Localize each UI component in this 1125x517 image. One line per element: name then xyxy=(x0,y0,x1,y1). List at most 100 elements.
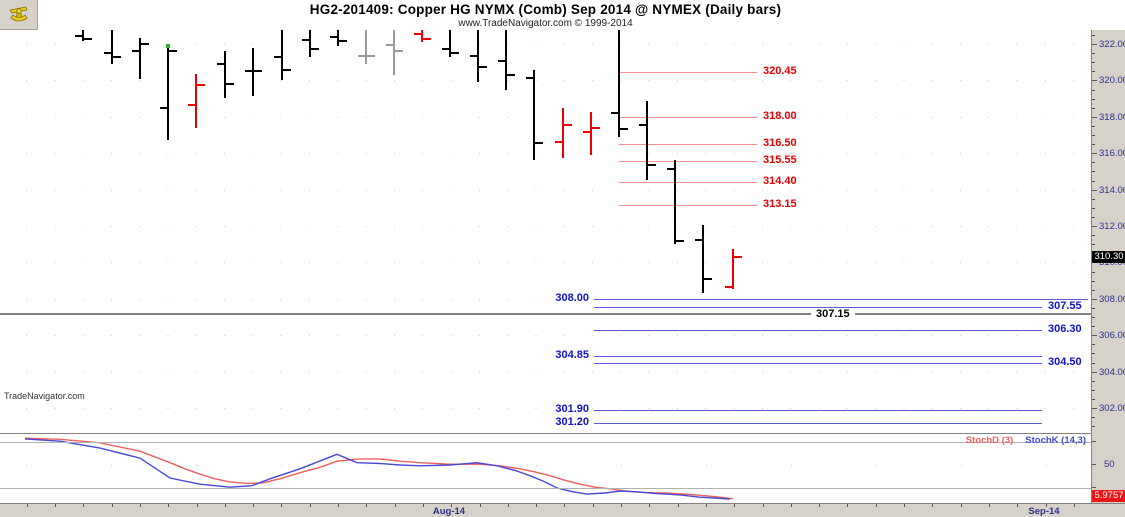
grid-dots-row xyxy=(26,116,1082,118)
grid-dots-row xyxy=(26,335,1082,337)
level-label-red: 314.40 xyxy=(763,175,797,188)
price-axis-tick xyxy=(1092,116,1097,118)
bar-close-tick xyxy=(283,69,291,72)
price-axis-tick xyxy=(1092,216,1095,218)
price-axis-tick xyxy=(1092,189,1097,191)
grid-dots-row xyxy=(26,189,1082,191)
stochk-legend-label: StochK (14,3) xyxy=(1025,435,1086,446)
level-line-red xyxy=(619,72,757,74)
price-axis-tick xyxy=(1092,144,1095,146)
time-axis-tick xyxy=(26,504,28,507)
time-axis-tick xyxy=(422,504,424,507)
price-bar xyxy=(702,225,704,294)
bar-open-tick xyxy=(555,141,563,144)
price-bar xyxy=(646,101,648,180)
bar-close-tick xyxy=(620,127,628,130)
price-axis-tick xyxy=(1092,335,1097,337)
bar-open-tick xyxy=(104,52,112,55)
bar-close-tick xyxy=(704,277,712,280)
time-axis-tick xyxy=(83,504,85,507)
time-axis-tick xyxy=(819,504,821,507)
price-axis-tick xyxy=(1092,207,1095,209)
bar-open-tick xyxy=(386,43,394,46)
time-axis-tick xyxy=(621,504,622,507)
grid-dots-row xyxy=(26,465,1082,466)
price-bar xyxy=(365,30,367,65)
bar-open-tick xyxy=(470,54,478,57)
price-axis-tick xyxy=(1092,380,1095,382)
bar-close-tick xyxy=(535,142,543,145)
price-axis-label: 318.00 xyxy=(1099,111,1125,123)
bar-open-tick xyxy=(245,70,253,73)
time-axis-tick xyxy=(734,504,736,507)
level-label-blue: 306.30 xyxy=(1048,322,1082,335)
bar-close-tick xyxy=(676,240,684,243)
signal-dot-green xyxy=(166,44,170,48)
price-axis-tick xyxy=(1092,298,1097,300)
month-label: Sep-14 xyxy=(1028,506,1060,517)
level-line-blue xyxy=(594,298,1088,300)
price-axis-tick xyxy=(1092,271,1095,273)
time-axis-tick xyxy=(564,504,566,507)
pivot-line xyxy=(0,313,1091,316)
time-axis-tick xyxy=(55,504,56,507)
time-axis-tick xyxy=(1045,504,1047,507)
time-axis-tick xyxy=(1017,504,1019,507)
level-label-blue: 301.20 xyxy=(555,415,589,428)
price-axis-tick xyxy=(1092,71,1095,73)
bar-close-tick xyxy=(507,73,515,76)
bar-open-tick xyxy=(217,63,225,66)
stoch-value-badge: 5.9757 xyxy=(1092,490,1125,502)
level-label-blue: 301.90 xyxy=(555,402,589,415)
bar-close-tick xyxy=(226,83,234,86)
price-chart-area[interactable]: 307.15 320.45 318.00 316.50 315.55 314.40 313.… xyxy=(0,30,1091,433)
grid-dots-row xyxy=(26,298,1082,300)
bar-open-tick xyxy=(583,131,591,134)
price-bar xyxy=(111,30,113,65)
bar-open-tick xyxy=(611,112,619,115)
stoch-axis-label: 50 xyxy=(1104,459,1115,470)
bar-open-tick xyxy=(695,238,703,241)
price-axis-tick xyxy=(1092,289,1095,291)
stochastic-panel[interactable]: StochD (3) StochK (14,3) xyxy=(0,433,1091,503)
price-bar xyxy=(393,30,395,75)
time-axis-tick xyxy=(904,504,905,507)
price-bar xyxy=(477,30,479,83)
price-axis-tick xyxy=(1092,317,1095,318)
level-label-red: 316.50 xyxy=(763,137,797,150)
price-bar xyxy=(167,44,169,141)
price-axis-tick xyxy=(1092,180,1095,182)
price-axis-label: 316.00 xyxy=(1099,148,1125,160)
time-axis-tick xyxy=(394,504,396,507)
grid-dots-row xyxy=(26,80,1082,82)
price-axis-label: 304.00 xyxy=(1099,366,1125,378)
time-axis-tick xyxy=(507,504,509,507)
bar-open-tick xyxy=(330,35,338,38)
level-line-red xyxy=(619,144,757,146)
price-axis-label: 312.00 xyxy=(1099,221,1125,232)
price-bar xyxy=(505,30,507,90)
time-axis-tick xyxy=(988,504,990,507)
bar-close-tick xyxy=(423,37,431,40)
level-line-blue xyxy=(594,356,1042,358)
price-bar xyxy=(224,51,226,98)
price-axis-label: 306.00 xyxy=(1099,330,1125,342)
title-block: HG2-201409: Copper HG NYMX (Comb) Sep 20… xyxy=(0,0,1091,29)
price-bar xyxy=(732,248,734,289)
time-axis-tick xyxy=(281,504,283,507)
bar-close-tick xyxy=(254,70,262,73)
price-axis-tick xyxy=(1092,44,1097,45)
price-axis-tick xyxy=(1092,280,1095,282)
level-line-blue xyxy=(594,409,1042,411)
price-axis-tick xyxy=(1092,344,1095,346)
stoch-axis-tick xyxy=(1092,464,1096,465)
price-axis-tick xyxy=(1092,98,1095,100)
price-axis-tick xyxy=(1092,153,1097,155)
chart-subtitle: www.TradeNavigator.com © 1999-2014 xyxy=(458,18,633,29)
time-axis-tick xyxy=(366,504,368,507)
bar-close-tick xyxy=(141,43,149,45)
price-axis-tick xyxy=(1092,408,1097,409)
level-line-blue xyxy=(594,422,1042,424)
price-bar xyxy=(618,30,620,137)
time-axis-tick xyxy=(536,504,538,507)
